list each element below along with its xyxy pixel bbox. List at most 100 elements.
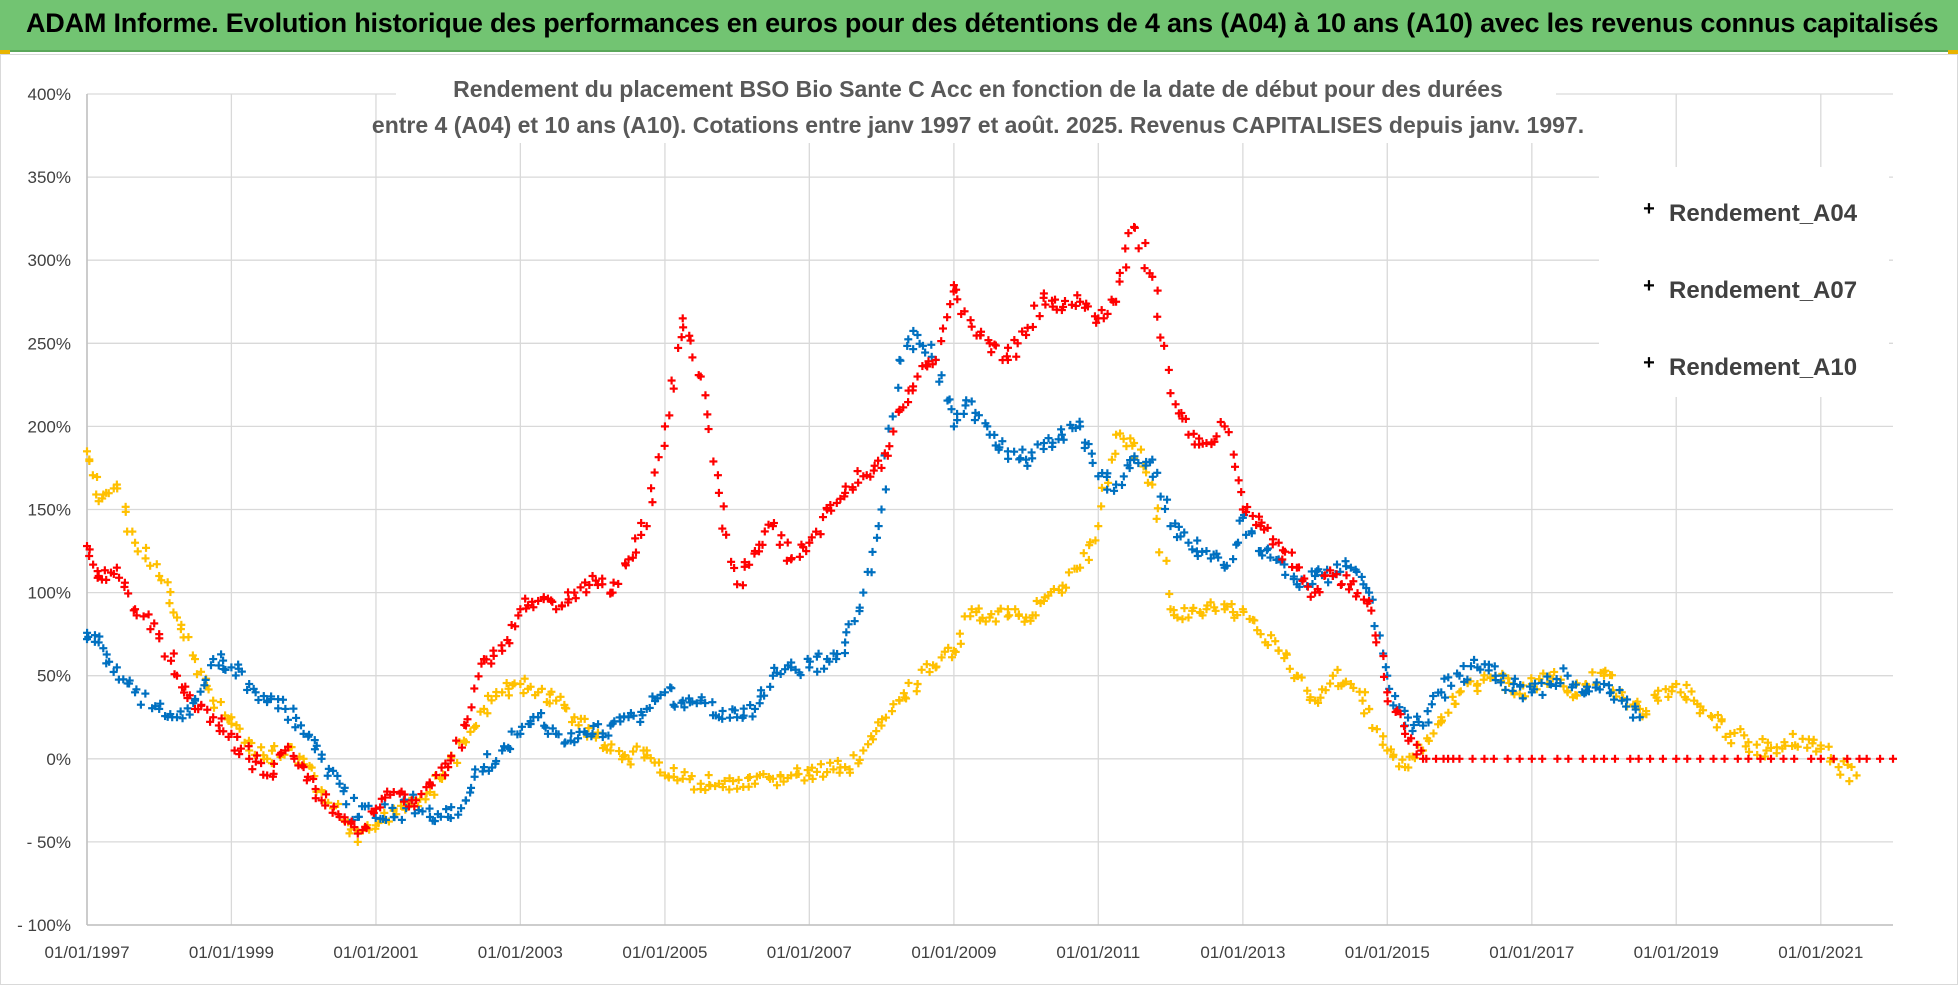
data-point: [1563, 671, 1589, 698]
x-tick-label: 01/01/1999: [189, 943, 274, 962]
data-point: [1238, 605, 1262, 635]
data-point: [678, 694, 701, 712]
y-tick-label: 300%: [28, 251, 71, 270]
data-point: [1509, 674, 1535, 703]
data-point: [407, 789, 431, 811]
data-point: [534, 684, 556, 708]
data-point: [841, 751, 864, 777]
data-point: [1166, 519, 1189, 542]
data-point: [1762, 738, 1787, 758]
data-point: [913, 357, 937, 381]
data-point: [425, 759, 450, 790]
data-point: [913, 330, 936, 361]
corner-mark-left: [0, 50, 10, 55]
x-tick-label: 01/01/2021: [1778, 943, 1863, 962]
data-point: [498, 727, 522, 755]
data-point: [131, 605, 159, 634]
data-point: [353, 807, 378, 838]
data-point: [112, 663, 134, 688]
data-point: [624, 707, 647, 726]
data-point: [461, 659, 486, 730]
data-point: [317, 750, 342, 780]
data-point: [768, 661, 792, 680]
x-tick-label: 01/01/1997: [44, 943, 129, 962]
data-point: [1346, 680, 1369, 718]
data-point: [155, 571, 178, 617]
data-point: [1184, 429, 1207, 449]
data-point: [1617, 695, 1640, 722]
data-point: [660, 683, 686, 711]
x-tick-label: 01/01/2001: [333, 943, 418, 962]
data-point: [281, 704, 305, 732]
data-point: [588, 720, 613, 742]
data-point: [859, 522, 883, 597]
data-point: [1292, 671, 1315, 704]
legend-label-a04: Rendement_A04: [1669, 200, 1858, 227]
data-point: [696, 693, 720, 720]
y-tick-label: 50%: [37, 667, 71, 686]
data-point: [1166, 604, 1189, 624]
data-point: [1076, 422, 1097, 467]
data-point: [606, 559, 630, 597]
legend-marker-a10: +: [1643, 352, 1655, 374]
data-point: [1708, 711, 1730, 741]
data-point: [444, 796, 470, 823]
data-point: [714, 774, 738, 794]
data-point: [190, 655, 213, 694]
data-point: [1672, 754, 1742, 763]
data-point: [805, 649, 829, 676]
data-point: [642, 441, 669, 531]
data-point: [1039, 585, 1063, 605]
legend-label-a10: Rendement_A10: [1669, 354, 1857, 381]
data-point: [1112, 229, 1133, 306]
data-point: [1437, 692, 1460, 725]
data-point: [606, 740, 629, 764]
data-point: [841, 467, 863, 497]
data-point: [1003, 445, 1027, 464]
data-point: [985, 604, 1012, 626]
data-point: [931, 643, 957, 672]
data-point: [1238, 502, 1264, 530]
data-point: [967, 397, 992, 431]
scatter-chart: 400% 350% 300% 250% 200% 150% 100% 50% 0% - 50% - …: [17, 69, 1897, 962]
data-point: [967, 322, 993, 345]
legend-marker-a04: +: [1643, 198, 1655, 220]
data-point: [479, 750, 501, 775]
data-point: [768, 519, 792, 565]
data-point: [787, 764, 812, 785]
x-tick-label: 01/01/2009: [911, 943, 996, 962]
data-point: [570, 578, 594, 603]
data-point: [172, 699, 198, 723]
data-point: [552, 588, 573, 614]
data-point: [1094, 469, 1119, 495]
data-point: [498, 611, 523, 655]
data-point: [1112, 456, 1135, 489]
data-point: [1202, 598, 1229, 615]
data-point: [696, 771, 720, 795]
data-point: [1057, 291, 1082, 315]
data-point: [1672, 680, 1696, 704]
data-point: [245, 680, 272, 707]
data-point: [1889, 754, 1897, 763]
data-point: [805, 760, 828, 783]
data-point: [94, 638, 118, 676]
data-point: [823, 756, 845, 777]
data-point: [1220, 422, 1246, 497]
data-point: [1148, 480, 1174, 598]
data-point: [190, 700, 215, 726]
y-tick-label: 150%: [28, 501, 71, 520]
corner-mark-right: [1948, 50, 1958, 55]
data-point: [823, 649, 849, 666]
data-point: [1166, 389, 1190, 423]
data-point: [461, 765, 487, 805]
data-point: [733, 701, 757, 722]
data-point: [1039, 289, 1061, 314]
data-point: [190, 661, 215, 705]
y-tick-label: 0%: [46, 750, 71, 769]
y-tick-label: 250%: [28, 334, 71, 353]
data-point: [1635, 690, 1661, 721]
data-point: [1852, 771, 1861, 780]
x-tick-label: 01/01/2017: [1489, 943, 1574, 962]
data-point: [1328, 665, 1350, 691]
data-point: [642, 746, 665, 777]
